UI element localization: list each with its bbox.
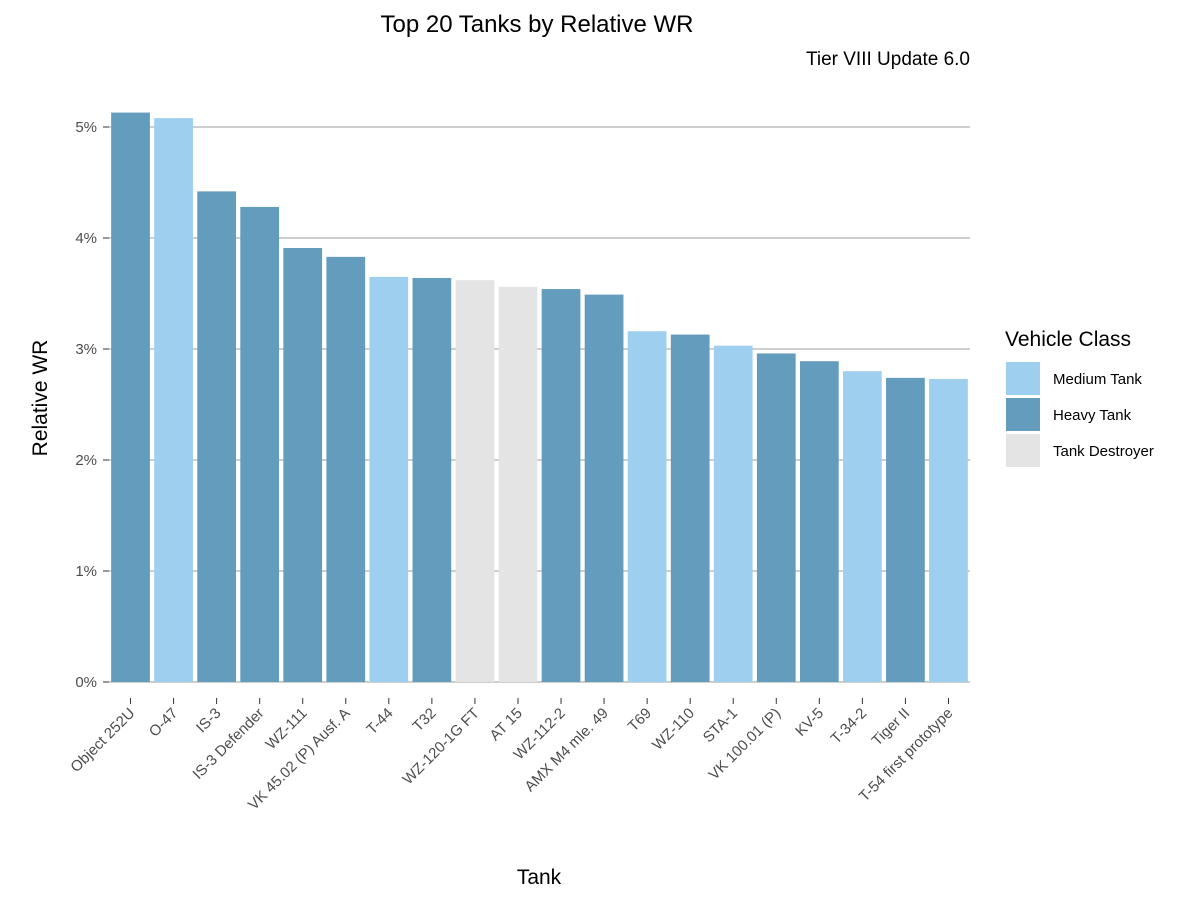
legend-swatch xyxy=(1006,362,1040,395)
x-tick-label: T-34-2 xyxy=(828,705,871,748)
legend-swatch xyxy=(1006,398,1040,431)
y-axis-title: Relative WR xyxy=(29,340,52,457)
bar xyxy=(369,276,409,682)
y-axis-ticks: 0% 1% 2% 3% 4% 5% xyxy=(75,119,109,691)
bar xyxy=(326,256,366,682)
x-tick-label: WZ-120-1G FT xyxy=(399,705,482,788)
bar xyxy=(154,118,193,683)
x-tick-label: T69 xyxy=(625,705,655,735)
y-tick-label: 5% xyxy=(75,119,97,136)
y-tick-label: 4% xyxy=(75,230,97,247)
x-tick-label: STA-1 xyxy=(700,705,741,746)
y-tick-label: 3% xyxy=(75,341,97,358)
bar xyxy=(584,294,624,682)
x-tick-label: KV-5 xyxy=(792,705,827,740)
bar xyxy=(756,353,796,682)
bar xyxy=(799,361,839,682)
y-tick-label: 0% xyxy=(75,674,97,691)
bar xyxy=(111,112,150,682)
x-tick-label: T-44 xyxy=(363,705,396,738)
x-tick-label: T32 xyxy=(409,705,439,735)
bar xyxy=(670,334,710,682)
bar xyxy=(455,280,495,682)
bar xyxy=(541,289,581,682)
x-axis-title: Tank xyxy=(517,866,562,889)
x-tick-label: O-47 xyxy=(146,705,182,741)
bar xyxy=(498,286,538,682)
legend-title: Vehicle Class xyxy=(1005,328,1131,351)
bar xyxy=(197,191,236,682)
x-tick-label: Object 252U xyxy=(67,705,138,776)
bar xyxy=(412,277,452,682)
y-tick-label: 1% xyxy=(75,563,97,580)
bars xyxy=(111,112,968,683)
bar xyxy=(627,331,667,682)
chart-subtitle: Tier VIII Update 6.0 xyxy=(806,49,970,70)
bar xyxy=(929,378,968,682)
chart-title: Top 20 Tanks by Relative WR xyxy=(380,11,693,38)
grid-lines xyxy=(109,126,970,683)
legend-swatch xyxy=(1006,434,1040,467)
legend-label: Medium Tank xyxy=(1053,371,1142,388)
legend-label: Tank Destroyer xyxy=(1053,443,1154,460)
bar xyxy=(886,377,925,682)
x-tick-label: AT 15 xyxy=(486,705,525,744)
x-tick-label: WZ-110 xyxy=(649,705,698,754)
bar xyxy=(843,371,882,682)
bar xyxy=(283,247,323,683)
x-axis-ticks: Object 252U O-47 IS-3IS-3 DefenderWZ-111VK… xyxy=(67,698,956,814)
legend-label: Heavy Tank xyxy=(1053,407,1132,424)
bar xyxy=(713,345,753,682)
x-tick-label: IS-3 xyxy=(193,705,224,736)
legend: Vehicle Class Medium Tank Heavy Tank Tank … xyxy=(1005,328,1154,467)
y-tick-label: 2% xyxy=(75,452,97,469)
bar xyxy=(240,206,280,683)
